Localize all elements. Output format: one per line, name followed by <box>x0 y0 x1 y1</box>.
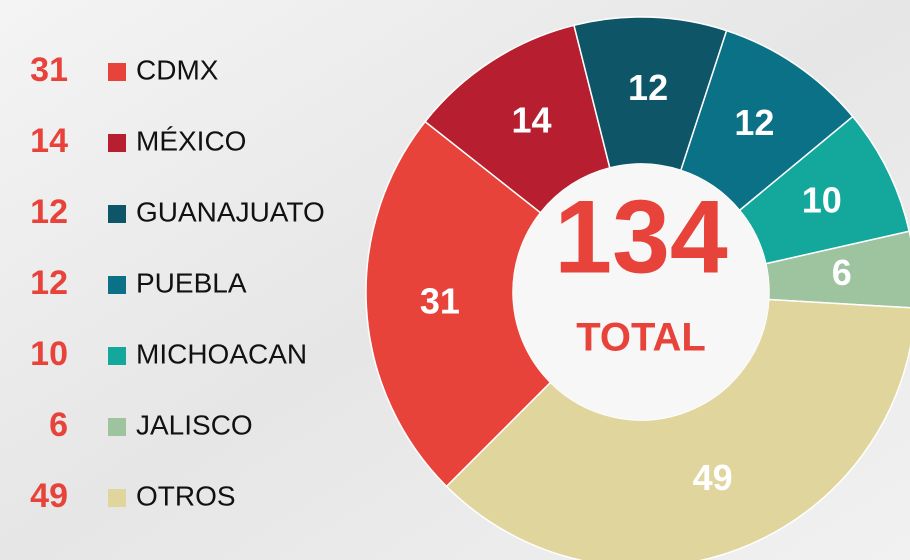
slice-label: 14 <box>511 99 551 140</box>
slice-label: 31 <box>420 280 460 321</box>
legend-swatch <box>108 276 126 294</box>
legend-label: CDMX <box>136 54 219 85</box>
slice-label: 6 <box>832 252 852 293</box>
page: 134 TOTAL 31 14 12 12 10 6 49 31 CDMX 14 MÉXICO 12 G… <box>0 0 910 560</box>
legend-swatch <box>108 418 126 436</box>
legend-label: JALISCO <box>136 409 253 440</box>
legend-value: 12 <box>30 193 68 231</box>
total-label: TOTAL <box>576 316 706 360</box>
legend-label: OTROS <box>136 480 236 511</box>
slice-label: 12 <box>734 102 774 143</box>
chart: 134 TOTAL 31 14 12 12 10 6 49 31 CDMX 14 MÉXICO 12 G… <box>0 0 910 560</box>
legend-value: 14 <box>30 122 68 160</box>
legend-swatch <box>108 63 126 81</box>
legend-label: PUEBLA <box>136 267 247 298</box>
legend-label: MÉXICO <box>136 125 246 156</box>
legend-value: 49 <box>30 477 68 515</box>
legend-value: 10 <box>30 335 68 373</box>
legend-swatch <box>108 489 126 507</box>
slice-label: 12 <box>628 67 668 108</box>
legend-label: GUANAJUATO <box>136 196 325 227</box>
legend-value: 6 <box>49 406 68 444</box>
slice-label: 10 <box>802 180 842 221</box>
total-value: 134 <box>554 179 728 295</box>
legend-value: 31 <box>30 51 68 89</box>
slice-label: 49 <box>693 457 733 498</box>
legend-swatch <box>108 347 126 365</box>
legend-value: 12 <box>30 264 68 302</box>
legend-swatch <box>108 205 126 223</box>
legend-swatch <box>108 134 126 152</box>
legend-label: MICHOACAN <box>136 338 307 369</box>
